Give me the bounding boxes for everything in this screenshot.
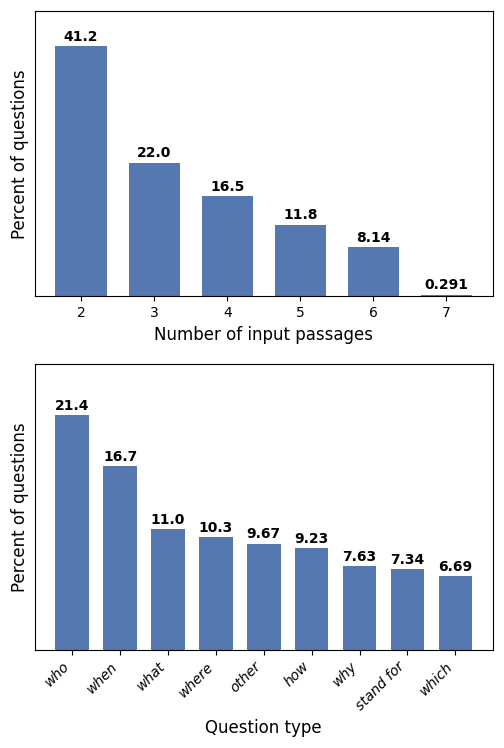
- Text: 16.7: 16.7: [103, 450, 137, 465]
- Bar: [438, 576, 472, 650]
- Text: 10.3: 10.3: [199, 521, 233, 535]
- Text: 6.69: 6.69: [438, 560, 472, 574]
- Bar: [295, 548, 329, 650]
- Bar: [421, 295, 472, 296]
- Text: 0.291: 0.291: [424, 278, 469, 292]
- Text: 9.23: 9.23: [294, 533, 329, 546]
- Text: 8.14: 8.14: [356, 230, 391, 245]
- Y-axis label: Percent of questions: Percent of questions: [11, 423, 29, 592]
- Bar: [348, 247, 399, 296]
- Text: 7.34: 7.34: [390, 553, 424, 567]
- Text: 9.67: 9.67: [247, 527, 281, 542]
- Bar: [55, 415, 89, 650]
- Bar: [391, 569, 424, 650]
- Text: 41.2: 41.2: [64, 30, 98, 44]
- Bar: [55, 46, 107, 296]
- Bar: [343, 566, 376, 650]
- Y-axis label: Percent of questions: Percent of questions: [11, 69, 29, 239]
- Bar: [151, 529, 185, 650]
- Bar: [103, 467, 137, 650]
- X-axis label: Number of input passages: Number of input passages: [154, 325, 373, 343]
- X-axis label: Question type: Question type: [206, 719, 322, 737]
- Bar: [129, 163, 180, 296]
- Bar: [199, 537, 233, 650]
- Text: 11.0: 11.0: [151, 513, 185, 527]
- Text: 21.4: 21.4: [55, 399, 90, 413]
- Text: 22.0: 22.0: [137, 147, 171, 160]
- Bar: [202, 196, 253, 296]
- Bar: [247, 544, 281, 650]
- Text: 7.63: 7.63: [343, 550, 376, 564]
- Text: 16.5: 16.5: [210, 180, 244, 194]
- Text: 11.8: 11.8: [283, 208, 318, 222]
- Bar: [275, 224, 326, 296]
